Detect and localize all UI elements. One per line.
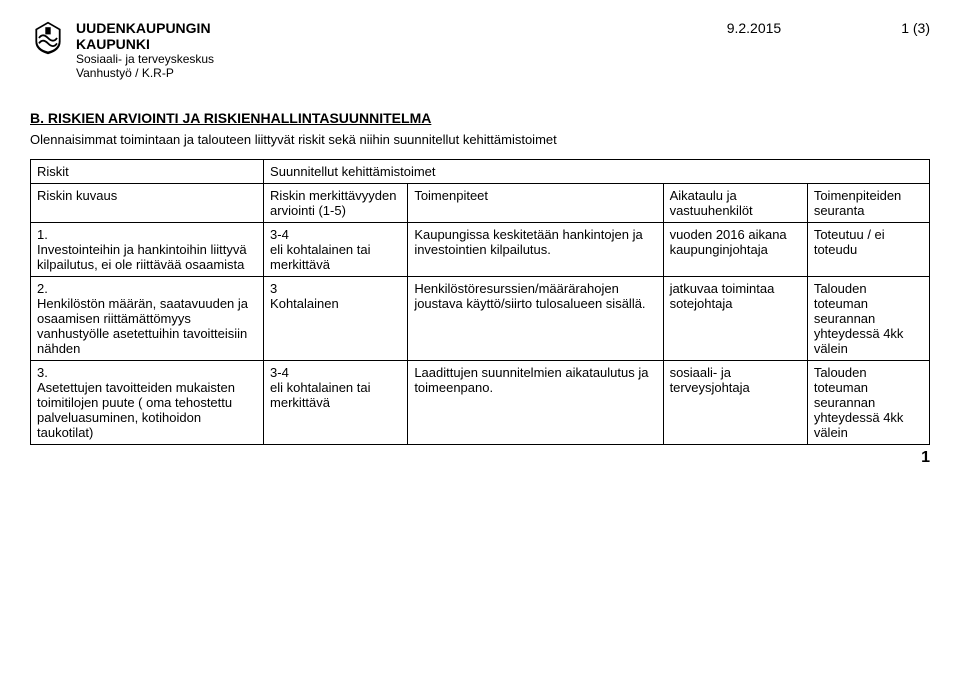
section-title: B. RISKIEN ARVIOINTI JA RISKIENHALLINTAS… bbox=[30, 110, 930, 126]
cell-seuranta: Toteutuu / ei toteudu bbox=[807, 223, 929, 277]
document-header: UUDENKAUPUNGIN KAUPUNKI Sosiaali- ja ter… bbox=[30, 20, 930, 80]
risk-table: Riskit Suunnitellut kehittämistoimet Ris… bbox=[30, 159, 930, 445]
section-intro: Olennaisimmat toimintaan ja talouteen li… bbox=[30, 132, 930, 147]
table-row: 3.Asetettujen tavoitteiden mukaisten toi… bbox=[31, 361, 930, 445]
cell-toimenpiteet: Laadittujen suunnitelmien aikataulutus j… bbox=[408, 361, 663, 445]
cell-arviointi: 3Kohtalainen bbox=[264, 277, 408, 361]
cell-aikataulu: vuoden 2016 aikana kaupunginjohtaja bbox=[663, 223, 807, 277]
org-line2: KAUPUNKI bbox=[76, 36, 214, 52]
th-suunnitellut: Suunnitellut kehittämistoimet bbox=[264, 160, 930, 184]
cell-arviointi: 3-4eli kohtalainen tai merkittävä bbox=[264, 223, 408, 277]
cell-kuvaus: 2.Henkilöstön määrän, saatavuuden ja osa… bbox=[31, 277, 264, 361]
th-aikataulu: Aikataulu ja vastuuhenkilöt bbox=[663, 184, 807, 223]
org-line4: Vanhustyö / K.R-P bbox=[76, 66, 214, 80]
cell-toimenpiteet: Henkilöstöresurssien/määrärahojen jousta… bbox=[408, 277, 663, 361]
th-riskit: Riskit bbox=[31, 160, 264, 184]
org-line1: UUDENKAUPUNGIN bbox=[76, 20, 214, 36]
document-date: 9.2.2015 bbox=[667, 20, 782, 36]
cell-aikataulu: sosiaali- ja terveysjohtaja bbox=[663, 361, 807, 445]
page-of: 1 (3) bbox=[901, 20, 930, 36]
cell-seuranta: Talouden toteuman seurannan yhteydessä 4… bbox=[807, 361, 929, 445]
cell-toimenpiteet: Kaupungissa keskitetään hankintojen ja i… bbox=[408, 223, 663, 277]
cell-seuranta: Talouden toteuman seurannan yhteydessä 4… bbox=[807, 277, 929, 361]
footer-page-number: 1 bbox=[30, 449, 930, 467]
organization-block: UUDENKAUPUNGIN KAUPUNKI Sosiaali- ja ter… bbox=[76, 20, 214, 80]
th-seuranta: Toimenpiteiden seuranta bbox=[807, 184, 929, 223]
cell-aikataulu: jatkuvaa toimintaa sotejohtaja bbox=[663, 277, 807, 361]
org-line3: Sosiaali- ja terveyskeskus bbox=[76, 52, 214, 66]
cell-kuvaus: 1.Investointeihin ja hankintoihin liitty… bbox=[31, 223, 264, 277]
table-header-row-1: Riskit Suunnitellut kehittämistoimet bbox=[31, 160, 930, 184]
city-crest-icon bbox=[30, 20, 66, 56]
table-row: 2.Henkilöstön määrän, saatavuuden ja osa… bbox=[31, 277, 930, 361]
table-header-row-2: Riskin kuvaus Riskin merkittävyyden arvi… bbox=[31, 184, 930, 223]
table-row: 1.Investointeihin ja hankintoihin liitty… bbox=[31, 223, 930, 277]
th-toimenpiteet: Toimenpiteet bbox=[408, 184, 663, 223]
th-riskin-kuvaus: Riskin kuvaus bbox=[31, 184, 264, 223]
cell-kuvaus: 3.Asetettujen tavoitteiden mukaisten toi… bbox=[31, 361, 264, 445]
cell-arviointi: 3-4eli kohtalainen tai merkittävä bbox=[264, 361, 408, 445]
th-arviointi: Riskin merkittävyyden arviointi (1-5) bbox=[264, 184, 408, 223]
